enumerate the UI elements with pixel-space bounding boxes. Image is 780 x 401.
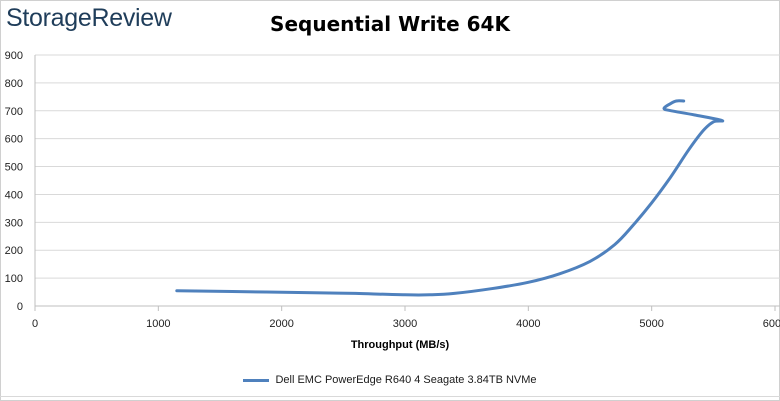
y-tick-label: 200 bbox=[5, 245, 23, 257]
gridlines bbox=[35, 54, 780, 279]
y-tick-label: 300 bbox=[5, 217, 23, 229]
y-tick-label: 600 bbox=[5, 134, 23, 146]
chart-title: Sequential Write 64K bbox=[270, 12, 510, 36]
y-tick-label: 800 bbox=[5, 78, 23, 90]
y-tick-label: 100 bbox=[5, 273, 23, 285]
series-line bbox=[175, 99, 725, 297]
x-tick-label: 4000 bbox=[516, 318, 540, 330]
x-tick-label: 6000 bbox=[763, 318, 780, 330]
legend-swatch bbox=[243, 378, 270, 382]
y-tick-label: 500 bbox=[5, 162, 23, 174]
y-tick-label: 900 bbox=[5, 50, 23, 62]
x-axis-label: Throughput (MB/s) bbox=[351, 339, 450, 351]
x-tick-label: 2000 bbox=[269, 318, 293, 330]
bottom-divider bbox=[0, 396, 780, 397]
x-tick-label: 1000 bbox=[146, 318, 170, 330]
axes bbox=[34, 55, 780, 311]
y-tick-labels: 0 100 200 300 400 500 600 700 800 900 bbox=[5, 50, 23, 313]
legend: Dell EMC PowerEdge R640 4 Seagate 3.84TB… bbox=[0, 372, 780, 388]
y-tick-label: 400 bbox=[5, 189, 23, 201]
y-tick-label: 0 bbox=[17, 301, 23, 313]
x-tick-label: 5000 bbox=[639, 318, 663, 330]
y-tick-label: 700 bbox=[5, 106, 23, 118]
x-tick-labels: 0 1000 2000 3000 4000 5000 6000 bbox=[32, 318, 780, 330]
legend-label: Dell EMC PowerEdge R640 4 Seagate 3.84TB… bbox=[275, 374, 537, 386]
series-group bbox=[175, 99, 725, 297]
storagereview-logo: StorageReview bbox=[6, 4, 172, 32]
x-tick-label: 0 bbox=[32, 318, 38, 330]
x-tick-label: 3000 bbox=[393, 318, 417, 330]
